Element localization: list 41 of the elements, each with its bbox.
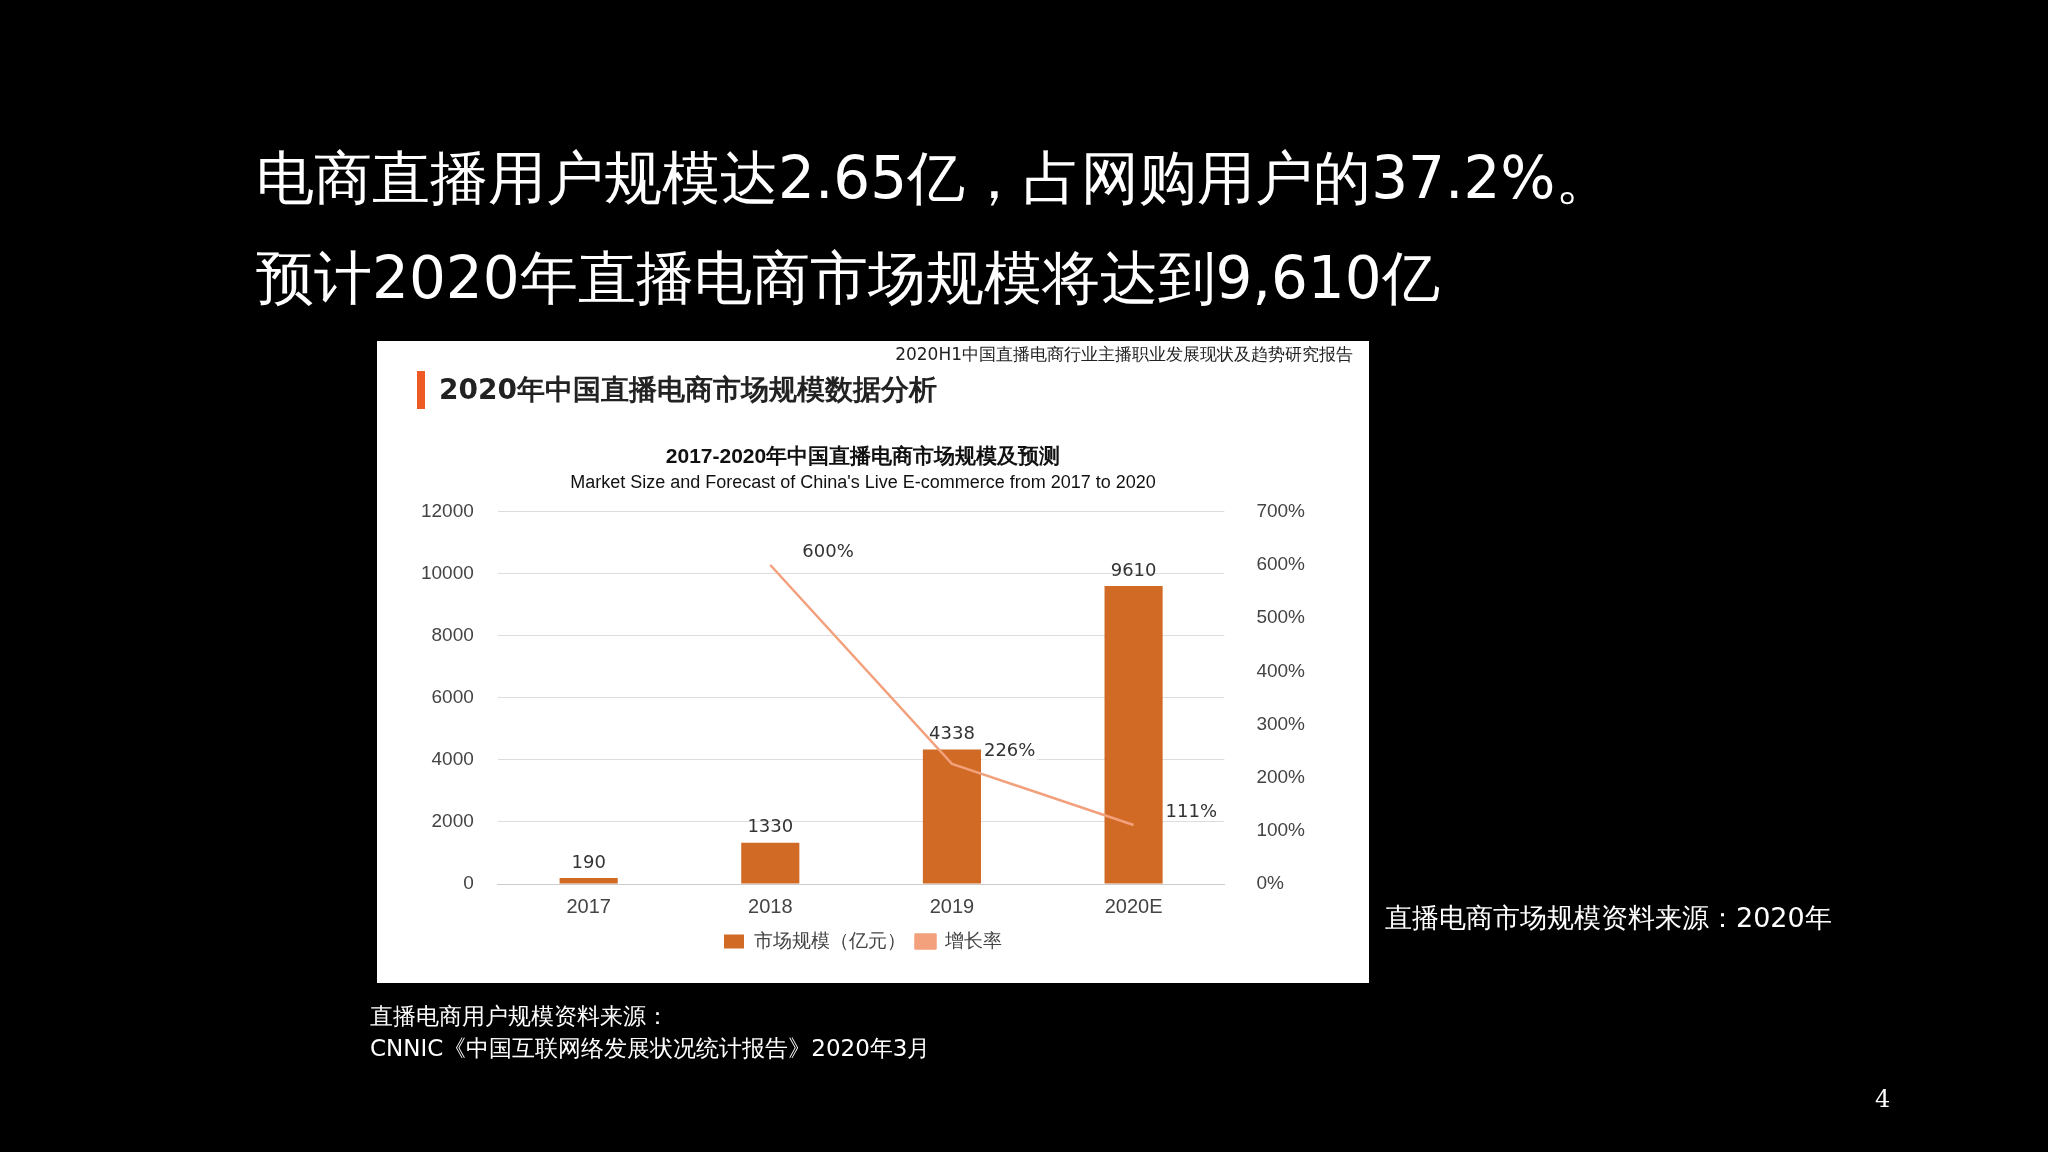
y2-tick-label: 200%	[1256, 765, 1306, 787]
text: 2020H1中国直播电商行业主播职业发展现状及趋势研究报告	[895, 343, 1353, 366]
x-tick-label: 2019	[929, 894, 975, 917]
text: 直播电商用户规模资料来源： CNNIC《中国互联网络发展状况统计报告》2020年3月	[370, 1002, 931, 1063]
x-tick-label: 2017	[566, 894, 611, 917]
y2-tick-label: 500%	[1256, 606, 1306, 628]
data-label: 4338	[929, 722, 975, 744]
y2-tick-label: 400%	[1256, 659, 1306, 681]
legend-label: 增长率	[944, 929, 1002, 951]
data-label: 9610	[1110, 558, 1157, 580]
y-tick-label: 4000	[431, 748, 474, 770]
text: 4	[1875, 1085, 1891, 1113]
y2-tick-label: 700%	[1256, 500, 1306, 522]
chart-title: 2017-2020年中国直播电商市场规模及预测	[665, 444, 1061, 468]
y-tick-label: 12000	[420, 500, 474, 522]
y2-tick-label: 0%	[1256, 872, 1284, 894]
bar	[1104, 585, 1163, 884]
data-label: 1330	[747, 815, 794, 837]
y2-tick-label: 300%	[1256, 712, 1306, 734]
y2-tick-label: 100%	[1256, 819, 1306, 841]
bar	[922, 749, 981, 884]
data-label: 190	[571, 850, 606, 872]
x-tick-label: 2020E	[1104, 894, 1163, 917]
legend-label: 市场规模（亿元）	[753, 929, 906, 951]
bar	[559, 878, 618, 884]
y-tick-label: 0	[463, 872, 474, 894]
text: 电商直播用户规模达2.65亿，占网购用户的37.2%。	[256, 143, 1614, 214]
text: 直播电商市场规模资料来源：2020年	[1385, 901, 1832, 935]
y2-tick-label: 600%	[1256, 553, 1306, 575]
text: 2020年中国直播电商市场规模数据分析	[417, 371, 937, 409]
data-label: 600%	[802, 539, 854, 561]
data-label: 226%	[983, 738, 1036, 760]
y-tick-label: 2000	[431, 810, 474, 832]
x-tick-label: 2018	[748, 894, 793, 917]
y-tick-label: 8000	[431, 624, 474, 646]
text: 预计2020年直播电商市场规模将达到9,610亿	[256, 243, 1440, 314]
data-label: 111%	[1165, 799, 1218, 821]
y-tick-label: 6000	[431, 686, 474, 708]
y-tick-label: 10000	[420, 562, 474, 584]
bar	[741, 842, 800, 884]
chart-subtitle: Market Size and Forecast of China's Live E-commerce from 2017 to 2020	[570, 471, 1156, 492]
